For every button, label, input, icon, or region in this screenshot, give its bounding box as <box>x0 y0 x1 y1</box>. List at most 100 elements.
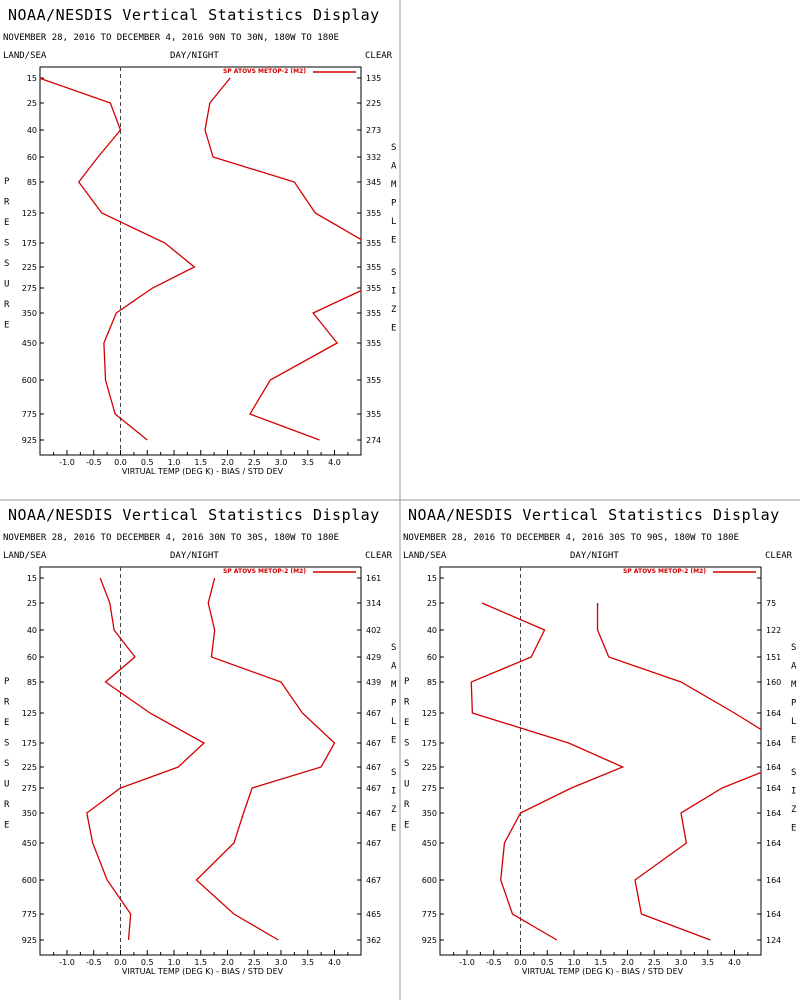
sample-vertical-letter: E <box>391 736 396 746</box>
pressure-tick-label: 225 <box>22 763 37 772</box>
chart-subtitle: NOVEMBER 28, 2016 TO DECEMBER 4, 2016 30… <box>3 533 339 543</box>
x-tick-label: 2.5 <box>248 958 261 967</box>
pressure-tick-label: 450 <box>22 339 37 348</box>
pressure-tick-label: 175 <box>22 739 37 748</box>
x-tick-label: 2.0 <box>221 458 234 467</box>
size-vertical-letter: S <box>391 268 396 278</box>
pressure-tick-label: 25 <box>427 599 437 608</box>
sample-vertical-letter: A <box>791 662 797 672</box>
pressure-vertical-letter: S <box>4 739 9 749</box>
pressure-tick-label: 60 <box>27 153 37 162</box>
land-sea-header: LAND/SEA <box>3 51 47 61</box>
pressure-tick-label: 175 <box>422 739 437 748</box>
pressure-tick-label: 125 <box>22 709 37 718</box>
day-night-header: DAY/NIGHT <box>170 551 219 561</box>
pressure-vertical-letter: U <box>4 780 9 790</box>
sample-size-label: 355 <box>366 284 381 293</box>
x-tick-label: 0.5 <box>141 458 154 467</box>
sample-size-label: 345 <box>366 178 381 187</box>
plot-frame <box>439 566 762 956</box>
sample-size-label: 164 <box>766 709 781 718</box>
pressure-tick-label: 15 <box>27 74 37 83</box>
x-axis-label: VIRTUAL TEMP (DEG K) - BIAS / STD DEV <box>522 967 684 976</box>
pressure-tick-label: 60 <box>27 653 37 662</box>
x-tick-label: 1.0 <box>168 458 181 467</box>
x-tick-label: 2.5 <box>248 458 261 467</box>
sample-size-label: 355 <box>366 376 381 385</box>
sample-size-label: 164 <box>766 784 781 793</box>
pressure-vertical-letter: R <box>4 698 10 708</box>
clear-header: CLEAR <box>365 51 393 61</box>
day-night-header: DAY/NIGHT <box>170 51 219 61</box>
chart-panel-3: NOAA/NESDIS Vertical Statistics Display N… <box>403 506 797 976</box>
land-sea-header: LAND/SEA <box>3 551 47 561</box>
size-vertical-letter: Z <box>391 805 397 815</box>
day-night-header: DAY/NIGHT <box>570 551 619 561</box>
x-tick-label: 1.0 <box>568 958 581 967</box>
x-tick-label: 0.5 <box>541 958 554 967</box>
pressure-vertical-letter: S <box>4 239 9 249</box>
sample-size-label: 161 <box>366 574 381 583</box>
x-tick-label: 2.0 <box>221 958 234 967</box>
pressure-vertical-letter: P <box>4 177 10 187</box>
x-tick-label: 4.0 <box>728 958 741 967</box>
sample-vertical-letter: P <box>391 199 397 209</box>
x-tick-label: -1.0 <box>59 958 75 967</box>
sample-size-label: 332 <box>366 153 381 162</box>
sample-vertical-letter: A <box>391 662 397 672</box>
chart-title: NOAA/NESDIS Vertical Statistics Display <box>8 6 380 24</box>
sample-size-label: 467 <box>366 809 381 818</box>
pressure-vertical-letter: U <box>404 780 409 790</box>
bias-series-line <box>86 577 206 941</box>
chart-title: NOAA/NESDIS Vertical Statistics Display <box>408 506 780 524</box>
sample-size-label: 124 <box>766 936 781 945</box>
x-tick-label: 1.5 <box>194 958 207 967</box>
sample-size-label: 164 <box>766 839 781 848</box>
pressure-tick-label: 600 <box>22 876 37 885</box>
pressure-tick-label: 25 <box>27 99 37 108</box>
sample-size-label: 314 <box>366 599 381 608</box>
clear-header: CLEAR <box>765 551 793 561</box>
x-tick-label: 1.0 <box>168 958 181 967</box>
pressure-tick-label: 350 <box>22 809 37 818</box>
std-dev-series-line <box>204 77 361 441</box>
sample-size-label: 355 <box>366 339 381 348</box>
size-vertical-letter: E <box>791 824 796 834</box>
pressure-vertical-letter: R <box>4 300 10 310</box>
sample-vertical-letter: L <box>391 217 396 227</box>
x-tick-label: 3.0 <box>275 458 288 467</box>
sample-size-label: 355 <box>366 309 381 318</box>
sample-size-label: 151 <box>766 653 781 662</box>
sample-size-label: 164 <box>766 876 781 885</box>
x-tick-label: -0.5 <box>486 958 502 967</box>
pressure-tick-label: 275 <box>22 784 37 793</box>
bias-series-line <box>470 602 625 941</box>
pressure-tick-label: 85 <box>27 678 37 687</box>
pressure-tick-label: 40 <box>27 126 37 135</box>
pressure-tick-label: 40 <box>27 626 37 635</box>
sample-vertical-letter: M <box>791 680 797 690</box>
x-tick-label: 0.5 <box>141 958 154 967</box>
pressure-tick-label: 85 <box>27 178 37 187</box>
pressure-vertical-letter: E <box>4 718 9 728</box>
x-tick-label: 2.0 <box>621 958 634 967</box>
sample-size-label: 429 <box>366 653 381 662</box>
pressure-tick-label: 15 <box>27 574 37 583</box>
sample-size-label: 362 <box>366 936 381 945</box>
pressure-tick-label: 775 <box>22 410 37 419</box>
pressure-vertical-letter: E <box>4 821 9 831</box>
size-vertical-letter: I <box>791 787 796 797</box>
pressure-tick-label: 85 <box>427 678 437 687</box>
sample-vertical-letter: A <box>391 162 397 172</box>
pressure-tick-label: 775 <box>22 910 37 919</box>
x-tick-label: 4.0 <box>328 458 341 467</box>
chart-panel-1: NOAA/NESDIS Vertical Statistics Display N… <box>3 6 397 476</box>
size-vertical-letter: S <box>791 768 796 778</box>
std-dev-series-line <box>195 577 336 941</box>
legend-label: SP ATOVS METOP-2 (M2) <box>223 68 306 75</box>
pressure-vertical-letter: R <box>4 198 10 208</box>
sample-size-label: 75 <box>766 599 776 608</box>
pressure-vertical-letter: E <box>4 218 9 228</box>
x-axis-label: VIRTUAL TEMP (DEG K) - BIAS / STD DEV <box>122 967 284 976</box>
